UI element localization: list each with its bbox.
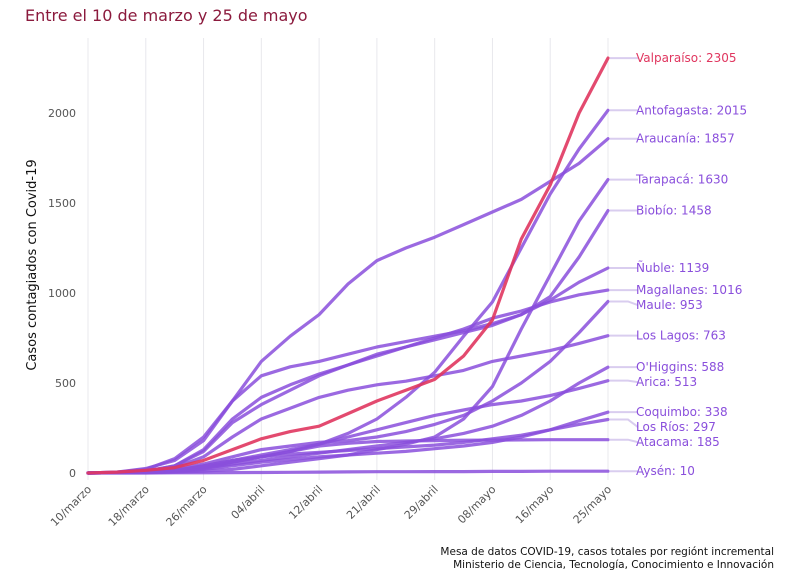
label-connector xyxy=(610,418,639,428)
end-labels: Valparaíso: 2305 Antofagasta: 2015 Araucan… xyxy=(610,51,747,478)
label-connector xyxy=(610,438,639,444)
end-label: Ñuble: 1139 xyxy=(636,260,709,275)
y-tick-label: 500 xyxy=(55,377,76,390)
series-line-o-higgins xyxy=(86,365,610,475)
end-label: Arica: 513 xyxy=(636,375,697,389)
x-axis: 10/marzo 18/marzo 26/marzo 04/abril 12/abril… xyxy=(48,483,614,529)
x-tick-label: 18/marzo xyxy=(106,483,152,529)
end-label: Los Lagos: 763 xyxy=(636,329,726,343)
end-label: Tarapacá: 1630 xyxy=(635,173,728,187)
y-tick-label: 2000 xyxy=(48,107,76,120)
x-tick-label: 25/mayo xyxy=(571,483,615,527)
series-line-antofagasta xyxy=(86,108,610,475)
end-label: Magallanes: 1016 xyxy=(636,283,742,297)
series-line-arica xyxy=(86,379,610,475)
x-tick-label: 12/abril xyxy=(286,483,325,522)
x-tick-label: 04/abril xyxy=(229,483,268,522)
series-line-magallanes xyxy=(86,288,610,475)
x-tick-label: 16/mayo xyxy=(513,483,557,527)
y-axis: 0 500 1000 1500 2000 xyxy=(48,107,76,480)
label-connector xyxy=(610,300,639,307)
end-label: Maule: 953 xyxy=(636,298,703,312)
x-tick-label: 26/marzo xyxy=(164,483,210,529)
series-line-los-lagos xyxy=(86,334,610,475)
end-label: Atacama: 185 xyxy=(636,435,720,449)
caption-line-1: Mesa de datos COVID-19, casos totales po… xyxy=(440,546,774,558)
label-connector xyxy=(610,379,639,384)
series-line-los-ríos xyxy=(86,417,610,475)
x-tick-label: 08/mayo xyxy=(455,483,499,527)
series-line-aysén xyxy=(86,469,610,475)
y-tick-label: 0 xyxy=(69,467,76,480)
end-label: O'Higgins: 588 xyxy=(636,360,724,374)
end-label: Los Ríos: 297 xyxy=(636,420,716,434)
end-label: Biobío: 1458 xyxy=(636,204,712,218)
series-line-maule xyxy=(86,299,610,475)
end-label: Araucanía: 1857 xyxy=(636,132,735,146)
caption-line-2: Ministerio de Ciencia, Tecnología, Conoc… xyxy=(453,559,774,571)
x-tick-label: 21/abril xyxy=(344,483,383,522)
end-label: Aysén: 10 xyxy=(636,464,695,478)
y-axis-label: Casos contagiados con Covid-19 xyxy=(25,159,40,370)
end-label: Coquimbo: 338 xyxy=(636,405,728,419)
y-tick-label: 1500 xyxy=(48,197,76,210)
x-tick-label: 10/marzo xyxy=(48,483,94,529)
y-tick-label: 1000 xyxy=(48,287,76,300)
series-lines xyxy=(86,56,610,475)
source-caption: Mesa de datos COVID-19, casos totales po… xyxy=(440,546,774,572)
chart-title: Entre el 10 de marzo y 25 de mayo xyxy=(25,6,308,25)
series-line-ñuble xyxy=(86,266,610,475)
end-label: Antofagasta: 2015 xyxy=(636,103,747,117)
x-tick-label: 29/abril xyxy=(402,483,441,522)
end-label: Valparaíso: 2305 xyxy=(636,51,737,65)
series-line-araucanía xyxy=(86,137,610,475)
series-line-valparaíso xyxy=(86,56,610,475)
